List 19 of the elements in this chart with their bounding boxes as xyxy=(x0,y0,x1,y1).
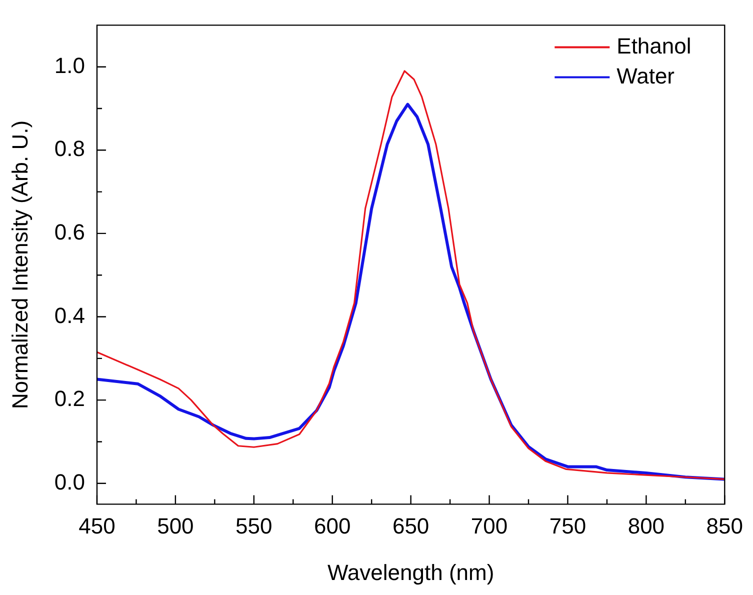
y-tick-label: 0.0 xyxy=(54,469,85,494)
x-tick-label: 850 xyxy=(706,513,744,538)
legend-label: Ethanol xyxy=(616,33,692,58)
x-tick-label: 750 xyxy=(549,513,586,538)
x-tick-label: 700 xyxy=(470,513,508,538)
y-tick-label: 0.6 xyxy=(54,220,85,245)
y-tick-label: 0.8 xyxy=(54,136,85,162)
x-tick-label: 500 xyxy=(157,513,194,538)
x-tick-label: 450 xyxy=(78,513,116,538)
x-tick-label: 650 xyxy=(392,513,430,538)
y-axis-title: Normalized Intensity (Arb. U.) xyxy=(7,120,32,409)
y-tick-label: 0.4 xyxy=(54,302,85,328)
y-tick-label: 1.0 xyxy=(54,52,85,78)
x-tick-label: 800 xyxy=(628,513,665,538)
x-tick-label: 600 xyxy=(314,513,351,538)
legend-label: Water xyxy=(616,63,675,88)
y-tick-label: 0.2 xyxy=(54,386,85,412)
x-tick-label: 550 xyxy=(236,513,272,538)
x-axis-title: Wavelength (nm) xyxy=(327,560,494,585)
